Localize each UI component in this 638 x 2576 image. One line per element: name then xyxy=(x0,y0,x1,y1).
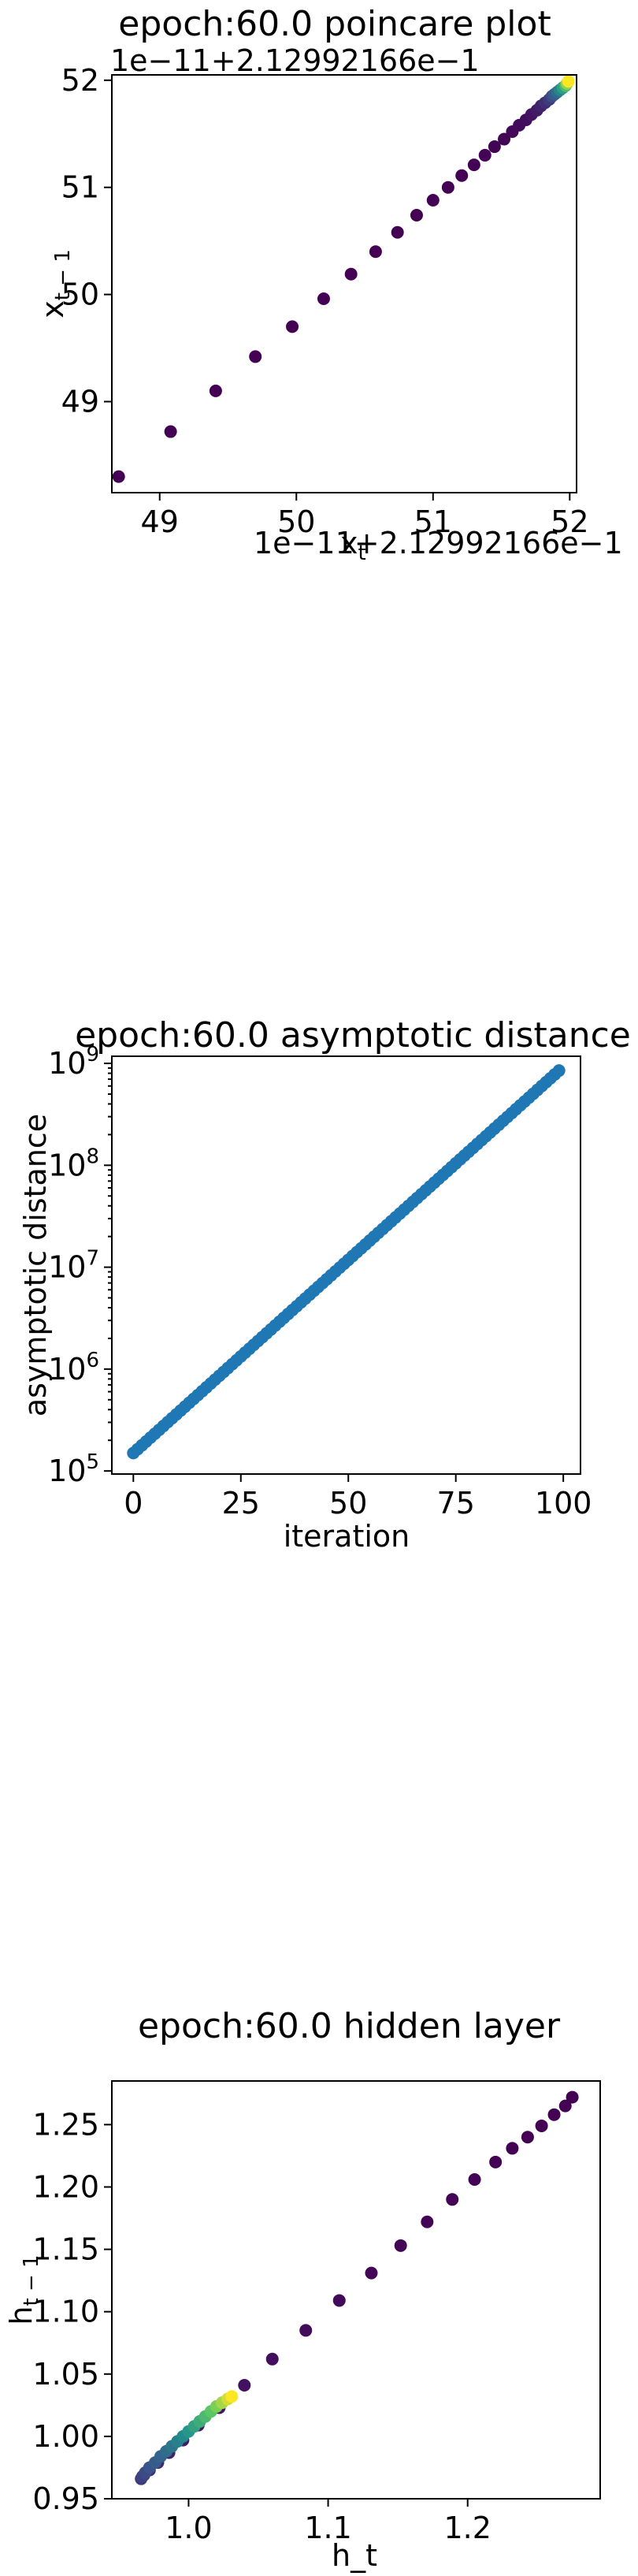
hidden-layer-point xyxy=(506,2142,519,2155)
poincare-point xyxy=(455,169,469,182)
y-tick-label: 108 xyxy=(48,1145,99,1182)
poincare-points xyxy=(112,75,575,483)
x-tick-label: 51 xyxy=(414,504,452,539)
hidden-layer-x-ticks: 1.0 1.1 1.2 xyxy=(165,2499,491,2545)
y-tick-label: 1.25 xyxy=(32,2107,99,2142)
poincare-point xyxy=(478,148,491,162)
poincare-x-ticks: 49 50 51 52 xyxy=(141,493,589,539)
hidden-layer-frame xyxy=(111,2080,601,2500)
poincare-plot: epoch:60.0 poincare plot 1e−11+2.1299216… xyxy=(35,4,623,565)
hidden-layer-point xyxy=(332,2294,346,2307)
hidden-layer-point xyxy=(299,2324,313,2337)
hidden-layer-point xyxy=(265,2352,279,2366)
hidden-layer-point xyxy=(365,2266,378,2280)
poincare-point xyxy=(562,75,575,88)
y-tick-label: 107 xyxy=(48,1247,99,1285)
hidden-layer-point xyxy=(535,2119,548,2132)
poincare-y-ticks: 49 50 51 52 xyxy=(61,63,112,419)
x-tick-label: 100 xyxy=(535,1486,592,1521)
x-tick-label: 50 xyxy=(277,504,315,539)
y-tick-label: 1.00 xyxy=(32,2419,99,2454)
poincare-point xyxy=(164,425,177,438)
poincare-x-offset-label: 1e−11+2.12992166e−1 xyxy=(254,526,623,560)
poincare-y-axis-label: xt − 1 xyxy=(35,249,75,318)
y-tick-label: 109 xyxy=(48,1043,99,1081)
hidden-layer-point xyxy=(225,2390,239,2403)
y-tick-label: 1.10 xyxy=(32,2295,99,2329)
asymptotic-distance-frame xyxy=(111,1055,581,1475)
asymptotic-distance-plot: epoch:60.0 asymptotic distance 0 25 50 75 10… xyxy=(18,1015,631,1554)
poincare-point xyxy=(391,225,404,239)
y-tick-label: 1.15 xyxy=(32,2232,99,2267)
asymptotic-x-ticks: 0 25 50 75 100 xyxy=(124,1474,592,1521)
poincare-point xyxy=(410,209,423,222)
poincare-plot-title: epoch:60.0 poincare plot xyxy=(118,4,551,44)
hidden-layer-points xyxy=(135,2090,579,2485)
x-tick-label: 75 xyxy=(437,1486,475,1521)
y-tick-label: 105 xyxy=(48,1450,99,1488)
y-tick-label: 1.05 xyxy=(32,2357,99,2392)
y-tick-label: 52 xyxy=(61,63,99,98)
poincare-point xyxy=(249,350,262,363)
hidden-layer-point xyxy=(489,2155,503,2168)
y-tick-label: 0.95 xyxy=(32,2481,99,2516)
x-tick-label: 0 xyxy=(124,1486,143,1521)
poincare-point xyxy=(488,140,501,154)
hidden-layer-point xyxy=(566,2090,579,2104)
asymptotic-point xyxy=(552,1064,566,1078)
hidden-layer-plot: epoch:60.0 hidden layer 1.0 1.1 1.2 0.95 1.… xyxy=(4,2006,601,2573)
hidden-layer-title: epoch:60.0 hidden layer xyxy=(138,2006,561,2046)
y-tick-label: 51 xyxy=(61,170,99,205)
poincare-point xyxy=(317,292,330,306)
hidden-layer-point xyxy=(394,2239,407,2252)
x-tick-label: 1.0 xyxy=(165,2511,212,2545)
poincare-point xyxy=(344,267,358,281)
hidden-layer-y-ticks: 0.95 1.00 1.05 1.10 1.15 1.20 1.25 xyxy=(32,2107,112,2516)
hidden-layer-point xyxy=(468,2172,481,2186)
y-tick-label: 50 xyxy=(61,277,99,312)
x-tick-label: 50 xyxy=(329,1486,367,1521)
poincare-point xyxy=(441,181,454,194)
poincare-plot-frame xyxy=(111,74,577,493)
hidden-layer-y-axis-label: ht − 1 xyxy=(4,2254,43,2325)
hidden-layer-x-axis-label: h_t xyxy=(332,2538,377,2573)
x-tick-label: 49 xyxy=(141,504,179,539)
poincare-point xyxy=(209,384,222,397)
hidden-layer-point xyxy=(547,2108,561,2121)
asymptotic-distance-title: epoch:60.0 asymptotic distance xyxy=(75,1015,631,1055)
poincare-y-offset-label: 1e−11+2.12992166e−1 xyxy=(110,43,480,78)
x-tick-label: 1.2 xyxy=(443,2511,491,2545)
x-tick-label: 1.1 xyxy=(304,2511,351,2545)
hidden-layer-point xyxy=(521,2131,534,2144)
x-tick-label: 25 xyxy=(222,1486,260,1521)
hidden-layer-point xyxy=(558,2099,572,2113)
poincare-point xyxy=(467,158,480,172)
hidden-layer-point xyxy=(421,2215,434,2228)
asymptotic-y-axis-label: asymptotic distance xyxy=(18,1114,53,1416)
x-tick-label: 52 xyxy=(551,504,588,539)
y-tick-label: 1.20 xyxy=(32,2169,99,2204)
hidden-layer-point xyxy=(238,2379,251,2392)
asymptotic-y-ticks: 105 106 107 108 109 xyxy=(48,1043,112,1488)
asymptotic-x-axis-label: iteration xyxy=(284,1519,410,1554)
hidden-layer-point xyxy=(446,2193,459,2206)
y-tick-label: 106 xyxy=(48,1349,99,1387)
poincare-point xyxy=(112,470,125,483)
poincare-point xyxy=(426,194,440,207)
poincare-point xyxy=(498,132,511,146)
asymptotic-distance-points xyxy=(127,1064,566,1460)
poincare-point xyxy=(369,245,382,259)
poincare-point xyxy=(286,320,299,333)
y-tick-label: 49 xyxy=(61,384,99,419)
